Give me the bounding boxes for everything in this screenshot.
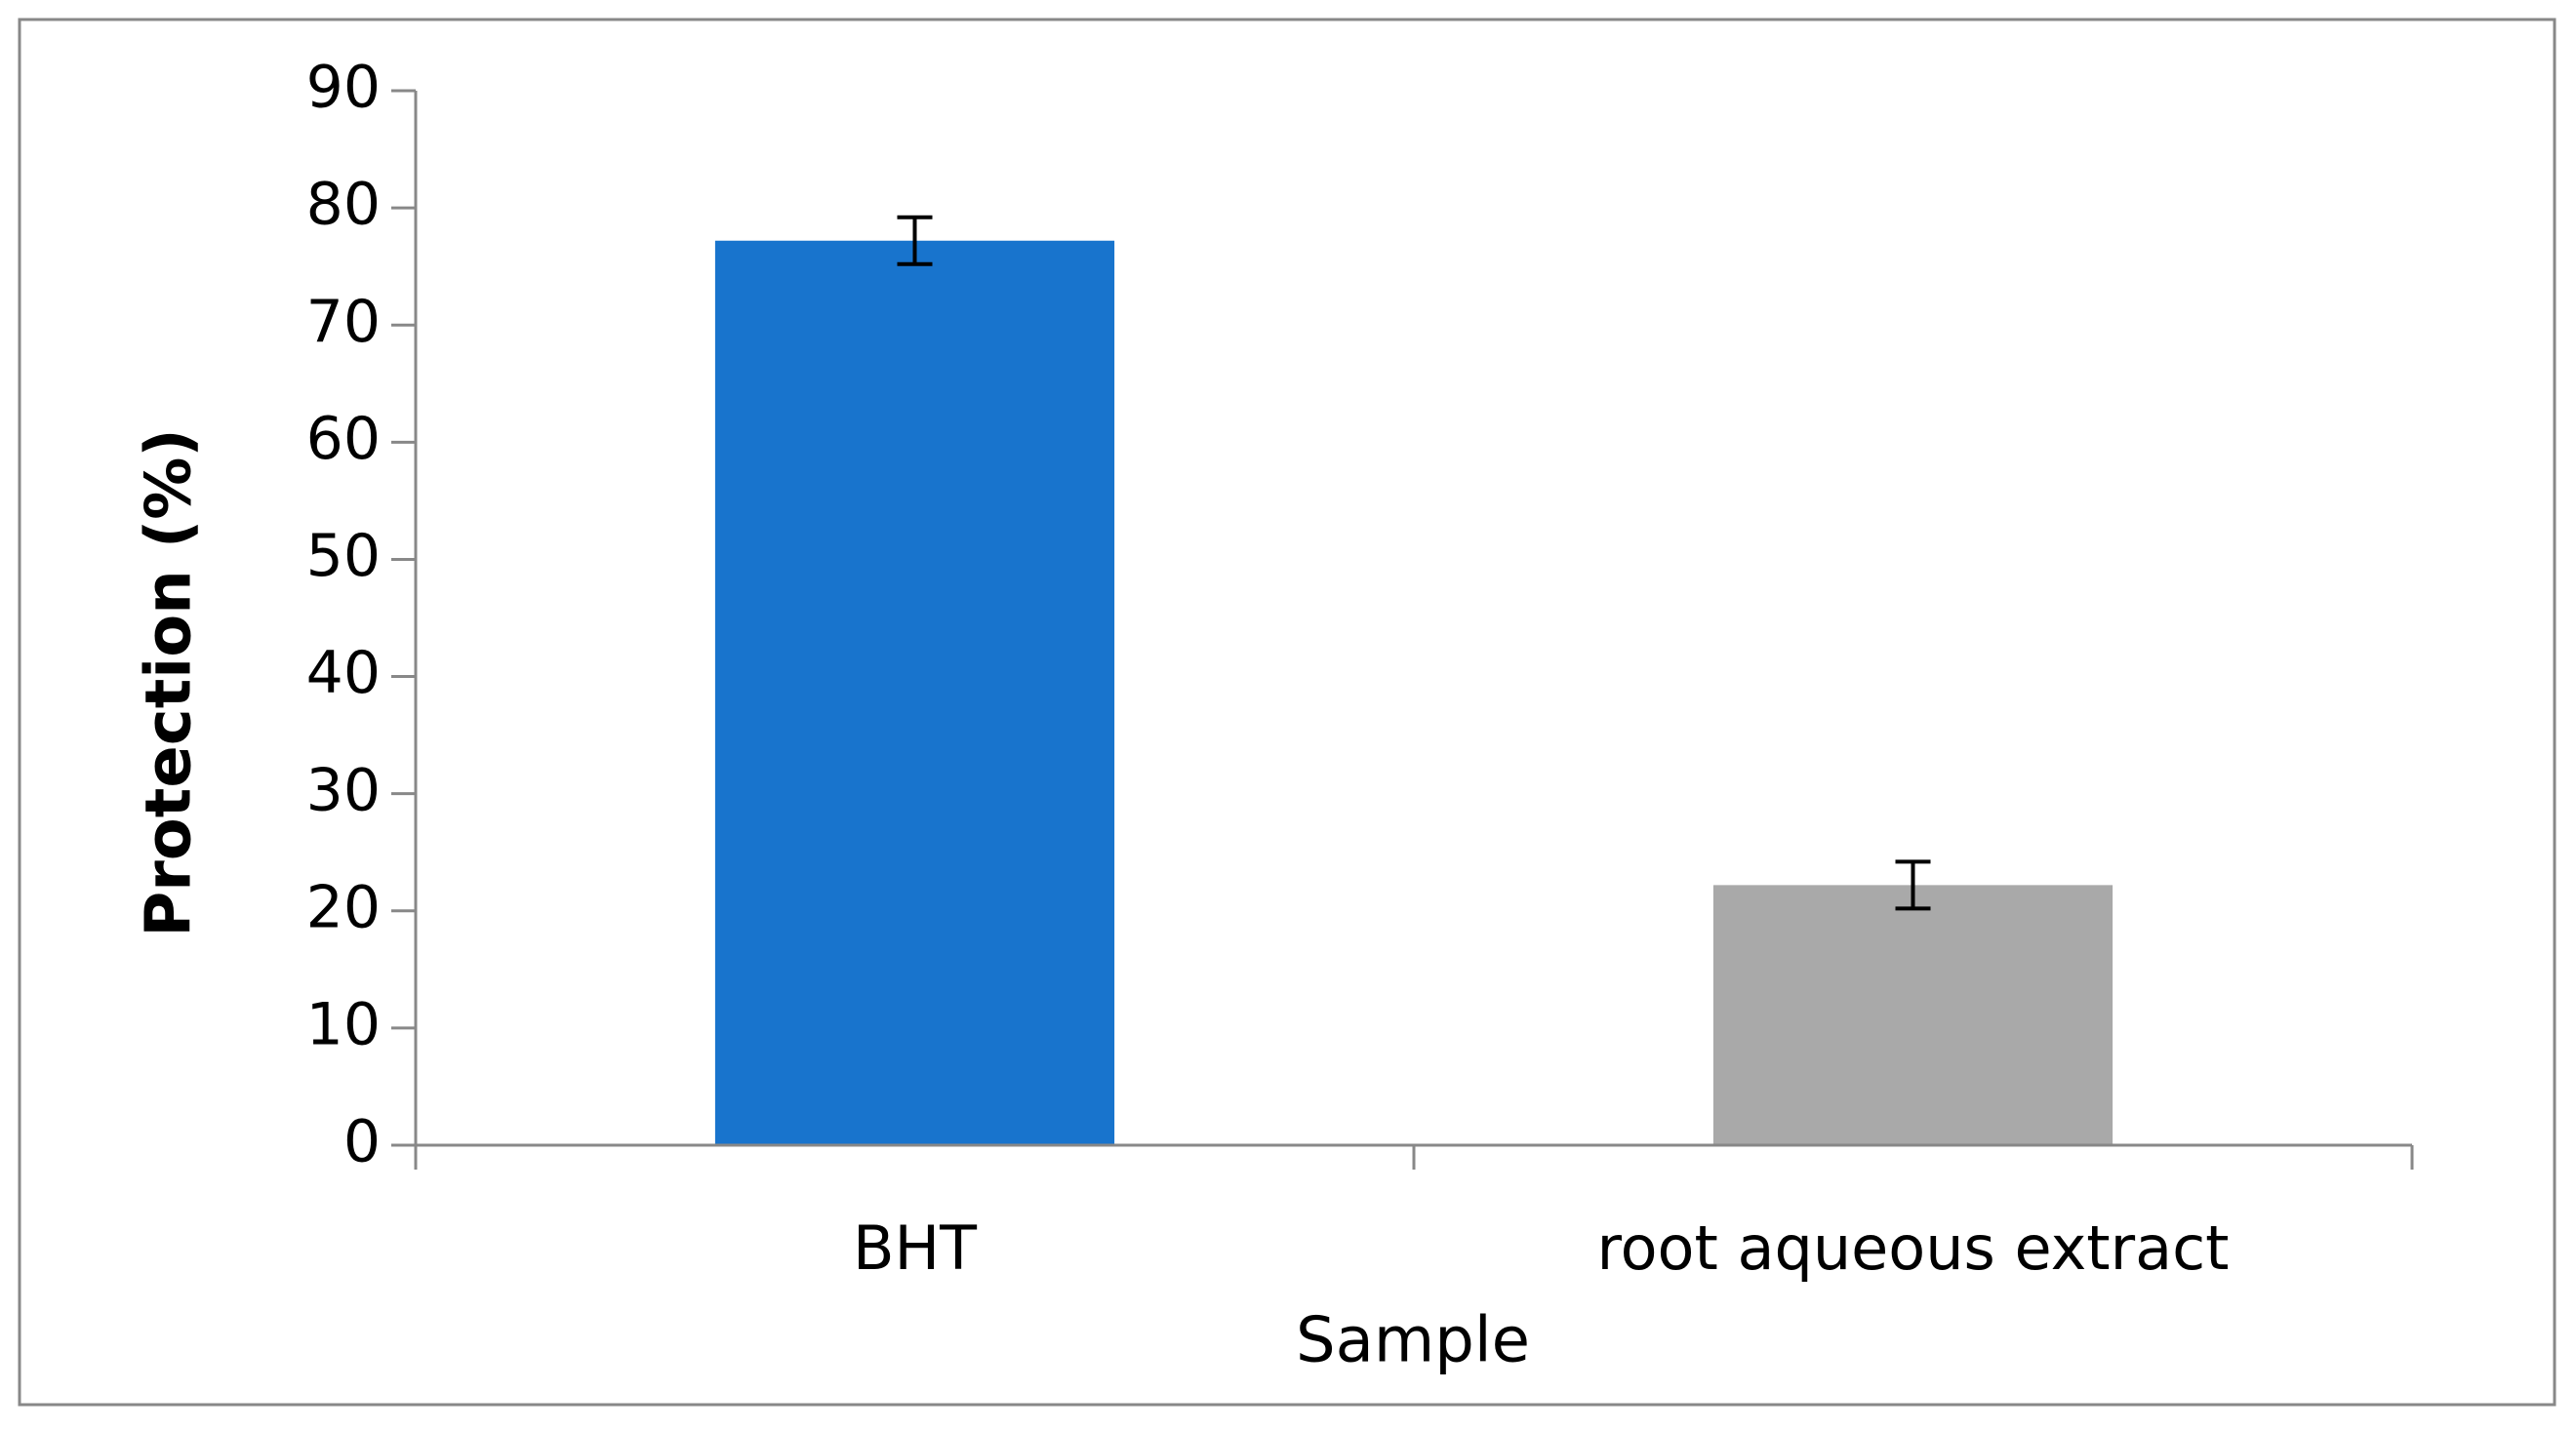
y-tick-label: 60	[306, 405, 381, 473]
error-bar	[1895, 859, 1931, 911]
y-tick-label: 10	[306, 990, 381, 1058]
bar	[1712, 885, 2113, 1145]
y-tick-label: 70	[306, 288, 381, 356]
y-tick-label: 90	[306, 54, 381, 122]
bar	[714, 240, 1115, 1146]
y-tick-label: 20	[306, 873, 381, 941]
x-axis-title: Sample	[1296, 1305, 1530, 1377]
x-tick-label: root aqueous extract	[1597, 1212, 2230, 1284]
y-tick-label: 30	[306, 756, 381, 824]
y-tick-label: 80	[306, 171, 381, 239]
y-tick-label: 0	[343, 1108, 381, 1176]
y-tick-label: 40	[306, 639, 381, 707]
error-bar	[897, 215, 933, 266]
y-axis-title: Protection (%)	[134, 428, 206, 936]
x-tick-label: BHT	[853, 1212, 978, 1284]
chart-border	[18, 18, 2556, 1407]
y-tick-label: 50	[306, 522, 381, 590]
